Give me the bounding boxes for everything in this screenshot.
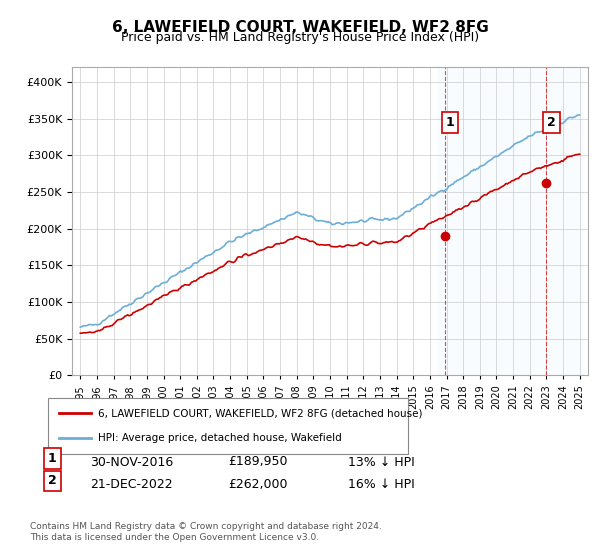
Text: Contains HM Land Registry data © Crown copyright and database right 2024.: Contains HM Land Registry data © Crown c… xyxy=(30,522,382,531)
Text: HPI: Average price, detached house, Wakefield: HPI: Average price, detached house, Wake… xyxy=(98,433,342,443)
Text: 6, LAWEFIELD COURT, WAKEFIELD, WF2 8FG (detached house): 6, LAWEFIELD COURT, WAKEFIELD, WF2 8FG (… xyxy=(98,408,423,418)
Text: 6, LAWEFIELD COURT, WAKEFIELD, WF2 8FG: 6, LAWEFIELD COURT, WAKEFIELD, WF2 8FG xyxy=(112,20,488,35)
Text: 13% ↓ HPI: 13% ↓ HPI xyxy=(348,455,415,469)
Text: Price paid vs. HM Land Registry's House Price Index (HPI): Price paid vs. HM Land Registry's House … xyxy=(121,31,479,44)
Text: This data is licensed under the Open Government Licence v3.0.: This data is licensed under the Open Gov… xyxy=(30,533,319,543)
Text: 1: 1 xyxy=(48,452,57,465)
Text: 2: 2 xyxy=(48,474,57,487)
Text: 21-DEC-2022: 21-DEC-2022 xyxy=(90,478,173,491)
Bar xyxy=(438,67,583,375)
Text: 2: 2 xyxy=(547,116,556,129)
Text: 30-NOV-2016: 30-NOV-2016 xyxy=(90,455,173,469)
Text: 1: 1 xyxy=(446,116,454,129)
Text: £262,000: £262,000 xyxy=(228,478,287,491)
Text: £189,950: £189,950 xyxy=(228,455,287,469)
Text: 16% ↓ HPI: 16% ↓ HPI xyxy=(348,478,415,491)
FancyBboxPatch shape xyxy=(48,398,408,454)
